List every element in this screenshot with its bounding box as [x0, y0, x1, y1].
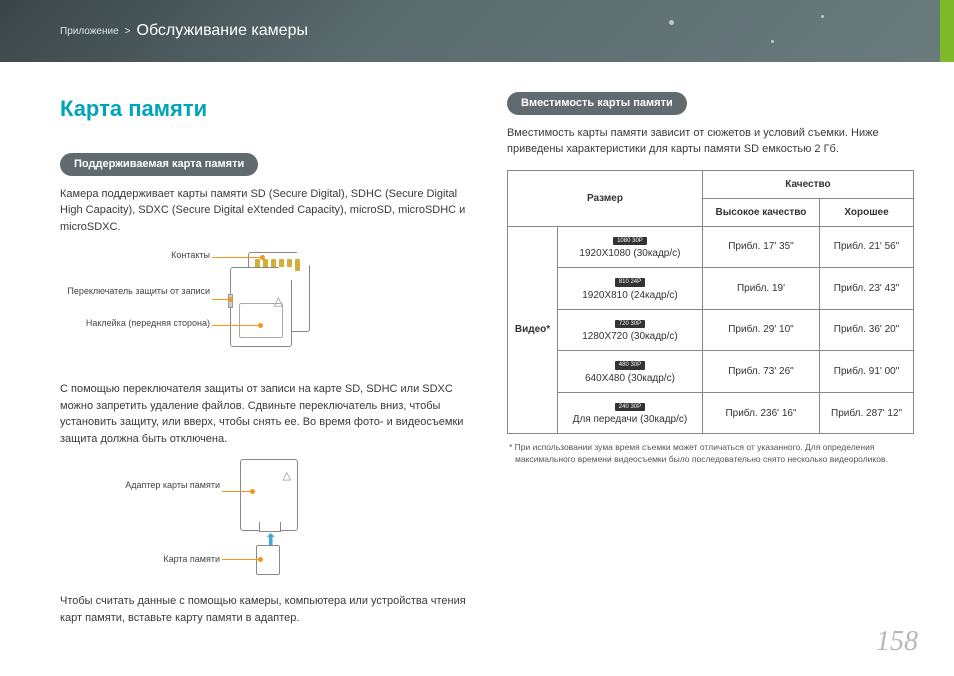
content: Карта памяти Поддерживаемая карта памяти… [0, 62, 954, 638]
td-good: Прибл. 21' 56" [820, 226, 914, 268]
section-pill-capacity: Вместимость карты памяти [507, 92, 687, 115]
right-column: Вместимость карты памяти Вместимость кар… [507, 92, 914, 638]
page-number: 158 [876, 626, 918, 658]
th-good: Хорошее [820, 198, 914, 226]
td-hq: Прибл. 236' 16" [702, 392, 819, 434]
breadcrumb-page: Обслуживание камеры [137, 22, 308, 40]
capacity-text: Вместимость карты памяти зависит от сюже… [507, 125, 914, 158]
label-wp: Переключатель защиты от записи [60, 285, 210, 299]
td-good: Прибл. 23' 43" [820, 268, 914, 310]
td-hq: Прибл. 17' 35" [702, 226, 819, 268]
page-header: Приложение > Обслуживание камеры [0, 0, 954, 62]
td-hq: Прибл. 29' 10" [702, 309, 819, 351]
th-hq: Высокое качество [702, 198, 819, 226]
td-good: Прибл. 91' 00" [820, 351, 914, 393]
td-resolution: 810 24P1920X810 (24кадр/c) [558, 268, 703, 310]
breadcrumb-sep: > [125, 26, 131, 37]
td-resolution: 240 30PДля передачи (30кадр/c) [558, 392, 703, 434]
td-resolution: 1080 30P1920X1080 (30кадр/c) [558, 226, 703, 268]
label-adapter: Адаптер карты памяти [60, 479, 220, 493]
th-quality: Качество [702, 170, 913, 198]
td-good: Прибл. 287' 12" [820, 392, 914, 434]
td-resolution: 480 30P640X480 (30кадр/c) [558, 351, 703, 393]
capacity-table: Размер Качество Высокое качество Хорошее… [507, 170, 914, 435]
adapter-text: Чтобы считать данные с помощью камеры, к… [60, 593, 467, 626]
section-pill-supported: Поддерживаемая карта памяти [60, 153, 258, 176]
breadcrumb-section: Приложение [60, 26, 119, 37]
main-title: Карта памяти [60, 92, 467, 125]
label-microsd: Карта памяти [60, 553, 220, 567]
td-good: Прибл. 36' 20" [820, 309, 914, 351]
sd-diagram: △ Контакты Переключатель защиты от запис… [60, 247, 467, 367]
left-column: Карта памяти Поддерживаемая карта памяти… [60, 92, 467, 638]
td-category: Видео* [508, 226, 558, 434]
adapter-diagram: △ ⬆ Адаптер карты памяти Карта памяти [60, 459, 467, 579]
wp-text: С помощью переключателя защиты от записи… [60, 381, 467, 447]
th-size: Размер [508, 170, 703, 226]
td-hq: Прибл. 19' [702, 268, 819, 310]
footnote: * При использовании зума время съемки мо… [507, 442, 914, 466]
label-contacts: Контакты [60, 249, 210, 263]
td-resolution: 720 30P1280X720 (30кадр/c) [558, 309, 703, 351]
td-hq: Прибл. 73' 26" [702, 351, 819, 393]
label-sticker: Наклейка (передняя сторона) [60, 317, 210, 331]
supported-text: Камера поддерживает карты памяти SD (Sec… [60, 186, 467, 236]
